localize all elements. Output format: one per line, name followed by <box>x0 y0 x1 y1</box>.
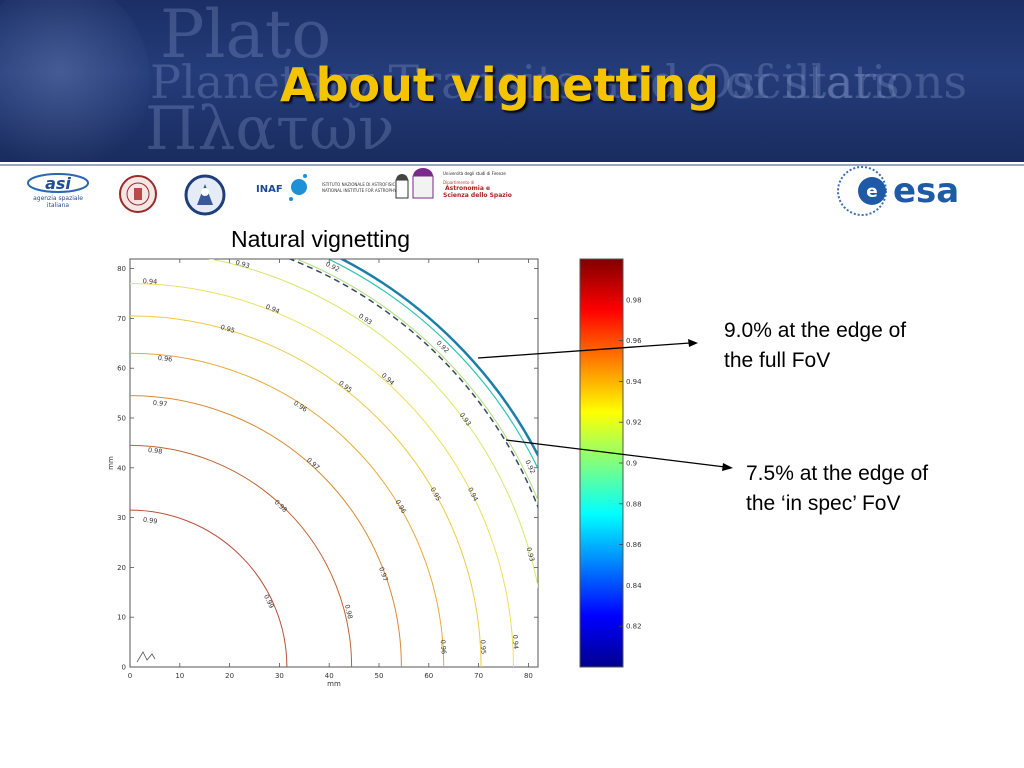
slide-title: About vignetting <box>280 58 719 112</box>
svg-text:Scienza dello Spazio: Scienza dello Spazio <box>443 192 512 199</box>
svg-text:italiana: italiana <box>47 202 70 209</box>
boundary-full-fov-edge <box>326 259 538 471</box>
chart-title: Natural vignetting <box>231 226 410 252</box>
colorbar-ticks: 0.82 0.84 0.86 0.88 0.9 0.92 0.94 0.96 0.98 <box>619 296 642 631</box>
contour-label: 0.96 <box>157 354 172 364</box>
colorbar-tick-label: 0.88 <box>626 500 642 508</box>
contour-label: 0.94 <box>511 634 520 649</box>
y-tick-label: 50 <box>117 415 126 423</box>
colorbar-tick-label: 0.92 <box>626 419 642 427</box>
arrow-full-fov <box>477 342 691 359</box>
contour-line-0.98 <box>130 444 353 667</box>
y-tick-label: 40 <box>117 464 126 472</box>
y-tick-label: 70 <box>117 315 126 323</box>
contour-line-0.97 <box>130 395 402 667</box>
contour-label: 0.97 <box>152 399 167 409</box>
svg-text:agenzia spaziale: agenzia spaziale <box>33 195 83 202</box>
callout-spec-fov-line2: the ‘in spec’ FoV <box>746 492 901 515</box>
contour-label: 0.95 <box>479 640 488 655</box>
svg-text:esa: esa <box>893 171 959 211</box>
callout-full-fov-line1: 9.0% at the edge of <box>724 319 907 342</box>
colorbar <box>579 258 624 668</box>
callout-spec-fov: 7.5% at the edge of the ‘in spec’ FoV <box>746 459 928 519</box>
banner-greek-text: Πλατων <box>145 94 395 162</box>
contour-label: 0.93 <box>235 258 251 270</box>
arrow-spec-fov <box>505 439 726 468</box>
university-seal-logo <box>119 175 157 213</box>
x-tick-label: 20 <box>225 672 234 680</box>
partner-logos: asi agenzia spaziale italiana INAF ISTIT… <box>27 166 959 216</box>
observatory-seal-logo <box>184 174 226 216</box>
colorbar-tick-label: 0.98 <box>626 296 642 304</box>
x-tick-label: 60 <box>424 672 433 680</box>
contour-line-0.95 <box>130 315 482 667</box>
colorbar-tick-label: 0.84 <box>626 582 642 590</box>
callout-full-fov: 9.0% at the edge of the full FoV <box>724 316 906 376</box>
banner-plato-text: Plato <box>160 0 332 73</box>
colorbar-tick-label: 0.86 <box>626 541 642 549</box>
colorbar-tick-label: 0.9 <box>626 460 637 468</box>
svg-text:ISTITUTO NAZIONALE DI ASTROFIS: ISTITUTO NAZIONALE DI ASTROFISICA <box>322 182 398 187</box>
contour-label: 0.96 <box>439 639 448 654</box>
header-banner: Plato Planetary Transits and Oscillation… <box>0 0 1024 162</box>
axes: 0 10 20 30 40 50 60 70 80 0 10 20 30 40 50 60 70 80 <box>117 259 538 680</box>
svg-text:e: e <box>866 182 878 202</box>
x-tick-label: 40 <box>325 672 334 680</box>
contour-line-0.92 <box>295 259 538 502</box>
boundary-full-fov <box>338 259 538 459</box>
callout-spec-fov-line1: 7.5% at the edge of <box>746 462 929 485</box>
y-tick-label: 20 <box>117 564 126 572</box>
contour-label: 0.99 <box>142 516 157 526</box>
x-axis-label: mm <box>327 680 341 688</box>
y-tick-label: 10 <box>117 614 126 622</box>
contour-label: 0.94 <box>143 277 158 286</box>
contour-label: 0.93 <box>525 546 537 562</box>
header-divider <box>0 164 1024 166</box>
contour-line-0.96 <box>130 352 445 667</box>
arrowhead-spec-fov <box>722 463 733 471</box>
plato-portrait-image <box>0 0 150 162</box>
y-tick-label: 0 <box>122 664 126 672</box>
svg-text:Università degli studi di Fire: Università degli studi di Firenze <box>443 171 506 176</box>
banner-stars-text: of stars <box>725 55 900 109</box>
x-tick-label: 50 <box>375 672 384 680</box>
x-tick-label: 80 <box>524 672 533 680</box>
contour-lines <box>130 259 538 667</box>
y-axis-label: mm <box>107 456 115 470</box>
asi-logo: asi agenzia spaziale italiana <box>27 173 89 209</box>
callout-arrows <box>477 339 733 471</box>
origin-artifact <box>136 651 156 663</box>
contour-line-0.93 <box>207 259 538 590</box>
firenze-astronomy-logo: Università degli studi di Firenze Dipart… <box>395 168 512 199</box>
y-tick-label: 30 <box>117 514 126 522</box>
colorbar-tick-label: 0.96 <box>626 337 642 345</box>
esa-logo: e esa <box>837 166 959 216</box>
contour-line-0.99 <box>130 509 288 667</box>
x-tick-label: 30 <box>275 672 284 680</box>
contour-label: 0.98 <box>147 446 162 456</box>
inaf-logo: INAF ISTITUTO NAZIONALE DI ASTROFISICA N… <box>256 174 406 201</box>
x-tick-label: 70 <box>474 672 483 680</box>
contour-label: 0.95 <box>220 323 236 335</box>
logo-strip: asi agenzia spaziale italiana INAF ISTIT… <box>0 162 1024 228</box>
contour-line-0.94 <box>130 283 514 667</box>
svg-text:asi: asi <box>45 174 71 193</box>
colorbar-tick-label: 0.94 <box>626 378 642 386</box>
colorbar-tick-label: 0.82 <box>626 623 642 631</box>
svg-text:NATIONAL INSTITUTE FOR ASTROPH: NATIONAL INSTITUTE FOR ASTROPHYSICS <box>322 188 406 193</box>
y-tick-label: 60 <box>117 365 126 373</box>
x-tick-label: 0 <box>128 672 132 680</box>
arrowhead-full-fov <box>688 339 698 347</box>
contour-label: 0.98 <box>343 604 354 620</box>
callout-full-fov-line2: the full FoV <box>724 349 831 372</box>
svg-text:Dipartimento di: Dipartimento di <box>443 180 474 185</box>
y-tick-label: 80 <box>117 265 126 273</box>
svg-text:Astronomia e: Astronomia e <box>445 185 490 192</box>
boundary-in-spec-fov <box>287 259 538 510</box>
plot-area <box>129 258 539 668</box>
x-tick-label: 10 <box>175 672 184 680</box>
banner-mission-text: Planetary Transits and Oscillations <box>150 55 968 109</box>
svg-text:INAF: INAF <box>256 184 283 195</box>
